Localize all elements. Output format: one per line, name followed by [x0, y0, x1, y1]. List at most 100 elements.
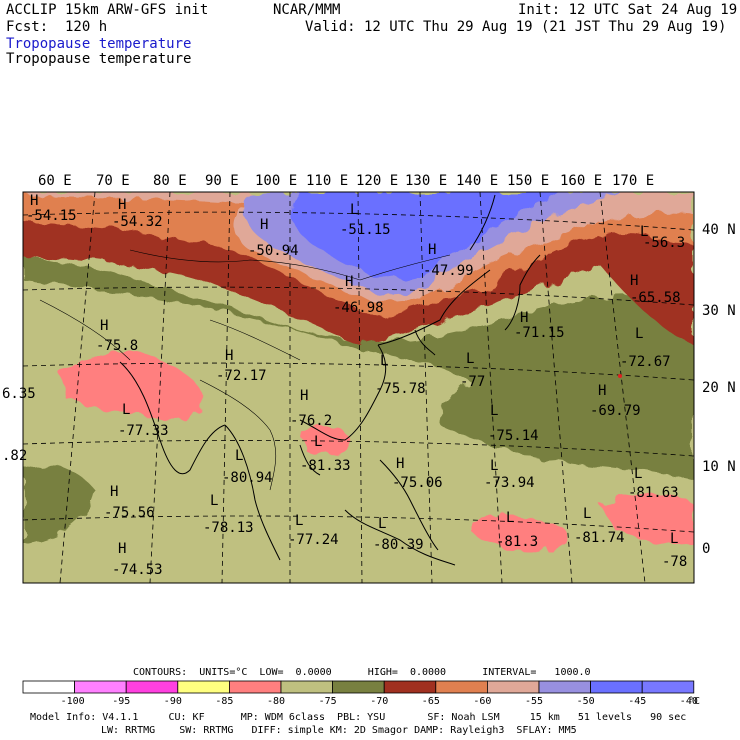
lon-label: 70 E — [96, 173, 130, 189]
field-patch-cold-pacific — [600, 493, 694, 542]
pressure-centers: H-54.15H-54.32 H-50.94L-51.15H-47.99L-56.… — [26, 193, 687, 578]
center-value: -72.67 — [620, 354, 671, 370]
center-value: -75.14 — [488, 428, 539, 444]
colorbar: -100 -95 -90 -85 -80 -75 -70 -65 -60 -55 -50 -45 -40… — [22, 680, 700, 707]
center-value: -81.3 — [496, 534, 538, 550]
latitude-labels: 40 N 30 N 20 N 10 N 0 — [702, 222, 736, 557]
country-borders — [39, 249, 451, 491]
center-symbol: L — [640, 224, 648, 240]
colorbar-swatch — [22, 680, 75, 694]
center-symbol: H — [30, 193, 38, 209]
colorbar-tick: -65 — [422, 696, 440, 707]
center-value: -73.94 — [484, 475, 535, 491]
center-symbol: H — [345, 274, 353, 290]
edge-label-2: .82 — [2, 448, 27, 464]
center-value: -50.94 — [248, 243, 299, 259]
center-symbol: L — [210, 493, 218, 509]
colorbar-swatch — [74, 680, 127, 694]
contours-info: CONTOURS: UNITS=°C LOW= 0.0000 HIGH= 0.0… — [133, 667, 591, 678]
center-symbol: H — [118, 197, 126, 213]
center-value: -76.2 — [290, 413, 332, 429]
lat-label: 30 N — [702, 303, 736, 319]
center-symbol: H — [396, 456, 404, 472]
colorbar-swatch — [641, 680, 695, 694]
station-marker — [618, 374, 622, 378]
center-symbol: H — [520, 310, 528, 326]
map-frame — [22, 191, 695, 584]
lon-label: 140 E — [456, 173, 498, 189]
center-symbol: H — [118, 541, 126, 557]
center-value: -46.98 — [333, 300, 384, 316]
center-value: -74.53 — [112, 562, 163, 578]
colorbar-swatch — [280, 680, 333, 694]
colorbar-tick: -70 — [370, 696, 388, 707]
colorbar-tick: -40 — [680, 696, 698, 707]
center-value: -47.99 — [423, 263, 474, 279]
center-value: -75.56 — [104, 505, 155, 521]
coastlines — [119, 194, 541, 566]
colorbar-tick: -55 — [525, 696, 543, 707]
center-value: -78 — [662, 554, 687, 570]
center-value: -81.74 — [574, 530, 625, 546]
center-symbol: L — [235, 448, 243, 464]
center-symbol: L — [506, 510, 514, 526]
center-symbol: H — [100, 318, 108, 334]
lat-label: 20 N — [702, 380, 736, 396]
lat-label: 40 N — [702, 222, 736, 238]
center-symbol: H — [630, 273, 638, 289]
colorbar-tick: -85 — [215, 696, 233, 707]
colorbar-tick: -95 — [112, 696, 130, 707]
forecast-hour: Fcst: 120 h — [6, 19, 108, 35]
colorbar-tick: -80 — [267, 696, 285, 707]
colorbar-swatch — [332, 680, 385, 694]
center-symbol: L — [350, 202, 358, 218]
center-value: -77.24 — [288, 532, 339, 548]
model-info-line1: Model Info: V4.1.1 CU: KF MP: WDM 6class… — [30, 712, 687, 723]
colorbar-tick: -60 — [473, 696, 491, 707]
center-symbol: L — [635, 326, 643, 342]
graticule — [23, 192, 694, 583]
lat-label: 0 — [702, 541, 710, 557]
lon-label: 90 E — [205, 173, 239, 189]
valid-time: Valid: 12 UTC Thu 29 Aug 19 (21 JST Thu … — [305, 19, 727, 35]
colorbar-swatch — [590, 680, 643, 694]
center-symbol: L — [490, 458, 498, 474]
field-patch-olive-bay — [23, 466, 95, 545]
center-symbol: H — [110, 484, 118, 500]
lon-label: 80 E — [153, 173, 187, 189]
center-symbol: H — [260, 217, 268, 233]
colorbar-swatch — [383, 680, 437, 694]
colorbar-unit: °C — [688, 696, 700, 707]
center-value: -77.33 — [118, 423, 169, 439]
center-symbol: H — [598, 383, 606, 399]
center-value: -75.78 — [375, 381, 426, 397]
center-value: -75.8 — [96, 338, 138, 354]
lon-label: 130 E — [405, 173, 447, 189]
field-band-70 — [23, 255, 694, 480]
center-value: -71.15 — [514, 325, 565, 341]
center-symbol: L — [634, 466, 642, 482]
model-info-line2: LW: RRTMG SW: RRTMG DIFF: simple KM: 2D … — [101, 725, 577, 736]
field-patch-cold-sea — [300, 424, 350, 455]
center-value: -80.94 — [222, 470, 273, 486]
colorbar-tick: -90 — [164, 696, 182, 707]
lon-label: 110 E — [306, 173, 348, 189]
center-symbol: L — [490, 403, 498, 419]
longitude-labels: 60 E 70 E 80 E 90 E 100 E 110 E 120 E 130 E 140 … — [38, 173, 654, 189]
center-symbol: H — [225, 348, 233, 364]
colorbar-swatch — [125, 680, 179, 694]
field-patch-cold-india — [60, 351, 203, 420]
lon-label: 160 E — [560, 173, 602, 189]
colorbar-swatch — [435, 680, 488, 694]
center-value: -78.13 — [203, 520, 254, 536]
center-value: -65.58 — [630, 290, 681, 306]
center-value: -81.63 — [628, 485, 679, 501]
center-symbol: L — [314, 434, 322, 450]
center-value: -81.33 — [300, 458, 351, 474]
lon-label: 120 E — [356, 173, 398, 189]
colorbar-swatch — [538, 680, 591, 694]
field-title-secondary: Tropopause temperature — [6, 51, 192, 67]
center-value: -75.06 — [392, 475, 443, 491]
colorbar-tick: -50 — [577, 696, 595, 707]
